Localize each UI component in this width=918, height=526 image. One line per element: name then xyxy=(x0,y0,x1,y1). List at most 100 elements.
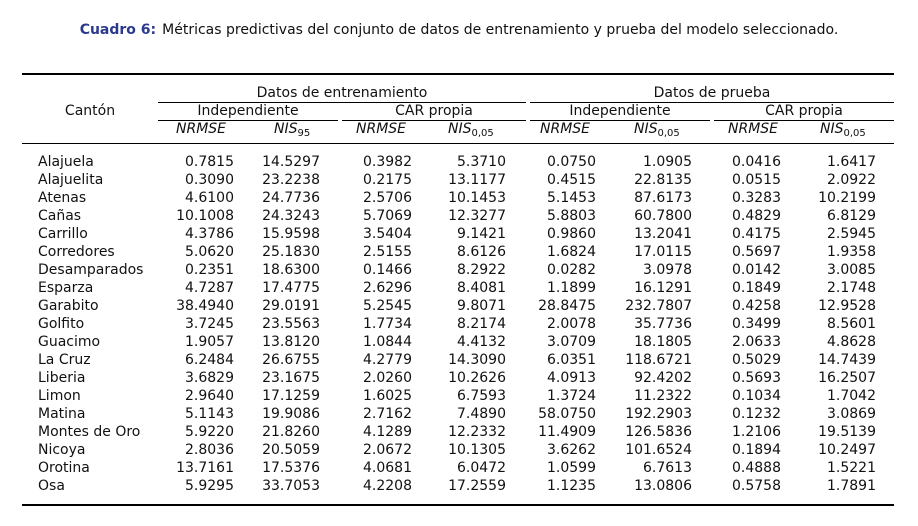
value-cell: 17.1259 xyxy=(262,388,320,404)
value-cell: 2.5945 xyxy=(827,226,876,242)
value-cell: 0.1894 xyxy=(732,442,781,458)
value-cell: 0.2351 xyxy=(185,262,234,278)
value-cell: 1.0599 xyxy=(547,460,596,476)
value-cell: 22.8135 xyxy=(634,172,692,188)
header-bottom-rule xyxy=(22,143,894,144)
table-caption: Cuadro 6: Métricas predictivas del conjun… xyxy=(0,20,918,40)
value-cell: 1.5221 xyxy=(827,460,876,476)
value-cell: 4.1289 xyxy=(363,424,412,440)
table-row: Alajuela 0.7815 14.5297 0.3982 5.3710 0.0750 1… xyxy=(0,153,918,171)
metric-header-1: NIS95 xyxy=(274,120,310,143)
value-cell: 24.7736 xyxy=(262,190,320,206)
value-cell: 6.7613 xyxy=(643,460,692,476)
value-cell: 3.0978 xyxy=(643,262,692,278)
value-cell: 1.6824 xyxy=(547,244,596,260)
value-cell: 0.4888 xyxy=(732,460,781,476)
value-cell: 2.1748 xyxy=(827,280,876,296)
value-cell: 24.3243 xyxy=(262,208,320,224)
value-cell: 7.4890 xyxy=(457,406,506,422)
value-cell: 0.0282 xyxy=(547,262,596,278)
value-cell: 28.8475 xyxy=(538,298,596,314)
value-cell: 2.6296 xyxy=(363,280,412,296)
table-row: Cañas 10.1008 24.3243 5.7069 12.3277 5.8803 60… xyxy=(0,207,918,225)
table-row: Limon 2.9640 17.1259 1.6025 6.7593 1.3724 11.2… xyxy=(0,387,918,405)
value-cell: 1.7042 xyxy=(827,388,876,404)
value-cell: 18.6300 xyxy=(262,262,320,278)
value-cell: 5.9295 xyxy=(185,478,234,494)
metric-header-5: NIS0,05 xyxy=(634,120,680,143)
canton-name: Osa xyxy=(38,478,65,494)
value-cell: 12.3277 xyxy=(448,208,506,224)
value-cell: 10.2199 xyxy=(818,190,876,206)
value-cell: 3.6262 xyxy=(547,442,596,458)
value-cell: 13.8120 xyxy=(262,334,320,350)
canton-name: Montes de Oro xyxy=(38,424,141,440)
value-cell: 232.7807 xyxy=(625,298,692,314)
value-cell: 16.2507 xyxy=(818,370,876,386)
metric-header-base: NRMSE xyxy=(356,121,407,137)
table-row: Matina 5.1143 19.9086 2.7162 7.4890 58.0750 19… xyxy=(0,405,918,423)
value-cell: 25.1830 xyxy=(262,244,320,260)
value-cell: 2.0260 xyxy=(363,370,412,386)
canton-name: Cañas xyxy=(38,208,82,224)
value-cell: 1.7734 xyxy=(363,316,412,332)
value-cell: 35.7736 xyxy=(634,316,692,332)
value-cell: 17.5376 xyxy=(262,460,320,476)
table-row: Osa 5.9295 33.7053 4.2208 17.2559 1.1235 13.08… xyxy=(0,477,918,495)
value-cell: 13.2041 xyxy=(634,226,692,242)
train-group-rule xyxy=(158,102,526,103)
value-cell: 38.4940 xyxy=(176,298,234,314)
table-row: Orotina 13.7161 17.5376 4.0681 6.0472 1.0599 6… xyxy=(0,459,918,477)
top-rule xyxy=(22,73,894,75)
value-cell: 5.0620 xyxy=(185,244,234,260)
value-cell: 0.4515 xyxy=(547,172,596,188)
table-row: Guacimo 1.9057 13.8120 1.0844 4.4132 3.0709 18… xyxy=(0,333,918,351)
metric-header-2: NRMSE xyxy=(356,120,406,138)
train-independiente-rule xyxy=(158,120,338,121)
value-cell: 6.2484 xyxy=(185,352,234,368)
value-cell: 0.3283 xyxy=(732,190,781,206)
value-cell: 1.9057 xyxy=(185,334,234,350)
value-cell: 0.0142 xyxy=(732,262,781,278)
table-row: Alajuelita 0.3090 23.2238 0.2175 13.1177 0.45… xyxy=(0,171,918,189)
value-cell: 10.2497 xyxy=(818,442,876,458)
canton-name: Atenas xyxy=(38,190,87,206)
canton-name: Orotina xyxy=(38,460,90,476)
value-cell: 14.5297 xyxy=(262,154,320,170)
value-cell: 12.9528 xyxy=(818,298,876,314)
value-cell: 2.0922 xyxy=(827,172,876,188)
value-cell: 10.1305 xyxy=(448,442,506,458)
canton-name: Guacimo xyxy=(38,334,101,350)
value-cell: 8.6126 xyxy=(457,244,506,260)
value-cell: 101.6524 xyxy=(625,442,692,458)
value-cell: 8.5601 xyxy=(827,316,876,332)
value-cell: 126.5836 xyxy=(625,424,692,440)
metric-header-base: NRMSE xyxy=(728,121,779,137)
table-body: Alajuela 0.7815 14.5297 0.3982 5.3710 0.0750 1… xyxy=(0,153,918,495)
value-cell: 3.0869 xyxy=(827,406,876,422)
header-train-car-propia: CAR propia xyxy=(395,103,473,119)
value-cell: 33.7053 xyxy=(262,478,320,494)
value-cell: 1.7891 xyxy=(827,478,876,494)
value-cell: 19.9086 xyxy=(262,406,320,422)
table-row: Desamparados 0.2351 18.6300 0.1466 8.2922 0.0… xyxy=(0,261,918,279)
header-test-car-propia: CAR propia xyxy=(765,103,843,119)
value-cell: 0.5029 xyxy=(732,352,781,368)
bottom-rule xyxy=(22,504,894,506)
value-cell: 18.1805 xyxy=(634,334,692,350)
train-car-rule xyxy=(342,120,526,121)
value-cell: 6.7593 xyxy=(457,388,506,404)
value-cell: 1.0844 xyxy=(363,334,412,350)
value-cell: 0.0750 xyxy=(547,154,596,170)
canton-name: Garabito xyxy=(38,298,99,314)
value-cell: 0.0515 xyxy=(732,172,781,188)
header-test-independiente: Independiente xyxy=(569,103,671,119)
test-independiente-rule xyxy=(530,120,710,121)
table-row: Golfito 3.7245 23.5563 1.7734 8.2174 2.0078 35… xyxy=(0,315,918,333)
value-cell: 1.9358 xyxy=(827,244,876,260)
metric-header-base: NIS xyxy=(634,121,658,137)
value-cell: 16.1291 xyxy=(634,280,692,296)
value-cell: 11.2322 xyxy=(634,388,692,404)
metric-header-subscript: 0,05 xyxy=(471,128,494,139)
value-cell: 4.0913 xyxy=(547,370,596,386)
